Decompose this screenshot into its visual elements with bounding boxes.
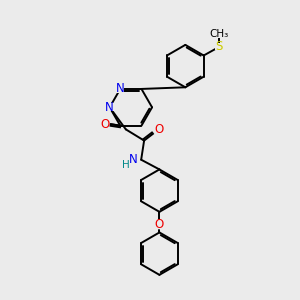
FancyBboxPatch shape (116, 85, 124, 93)
FancyBboxPatch shape (156, 220, 163, 228)
Text: S: S (215, 40, 223, 53)
Text: N: N (128, 153, 137, 166)
FancyBboxPatch shape (155, 126, 163, 133)
FancyBboxPatch shape (212, 30, 226, 38)
FancyBboxPatch shape (101, 121, 109, 128)
FancyBboxPatch shape (122, 162, 128, 168)
Text: O: O (100, 118, 110, 131)
Text: O: O (155, 218, 164, 231)
FancyBboxPatch shape (106, 103, 114, 111)
Text: O: O (154, 123, 164, 136)
Text: N: N (105, 101, 114, 114)
Text: CH₃: CH₃ (209, 29, 229, 39)
FancyBboxPatch shape (128, 156, 137, 164)
Text: H: H (122, 160, 130, 170)
Text: N: N (116, 82, 124, 95)
FancyBboxPatch shape (215, 43, 223, 50)
